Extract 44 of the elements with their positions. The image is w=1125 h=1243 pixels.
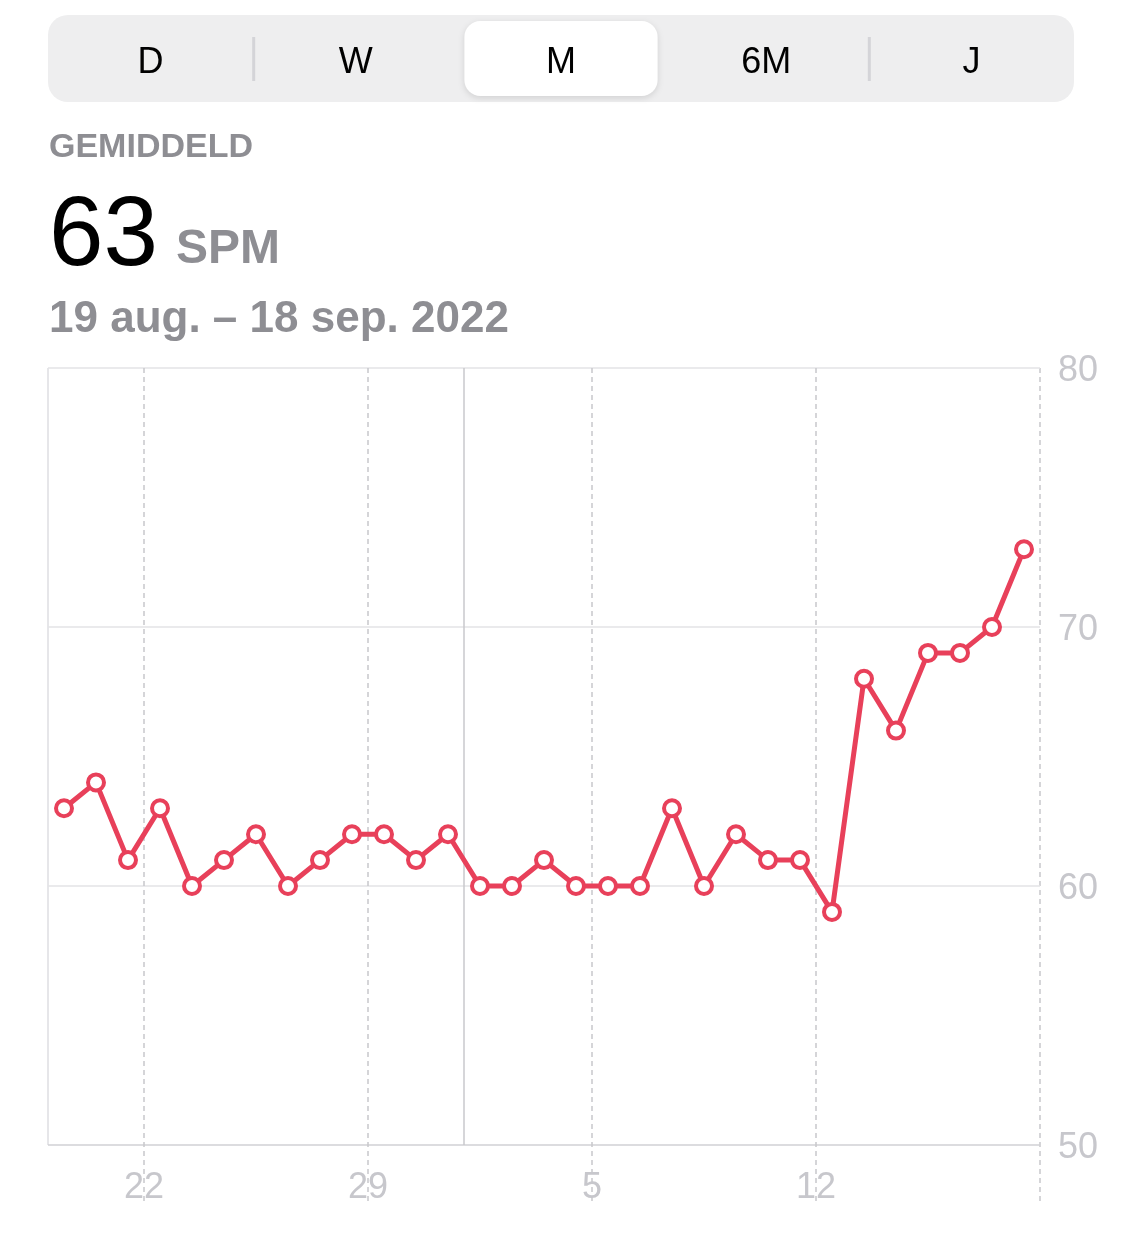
point xyxy=(150,798,170,819)
point xyxy=(662,798,682,819)
y-tick-label: 70 xyxy=(1057,606,1099,648)
y-tick-label: 80 xyxy=(1057,347,1099,389)
x-tick-label: 5 xyxy=(581,1165,603,1206)
point xyxy=(950,642,970,663)
point xyxy=(374,824,394,845)
point xyxy=(630,876,650,896)
y-tick-label: 50 xyxy=(1057,1124,1099,1166)
point xyxy=(790,850,810,871)
y-tick-label: 60 xyxy=(1057,865,1099,907)
point xyxy=(310,850,330,871)
point xyxy=(598,876,618,896)
y-axis-title: SPM xyxy=(176,220,281,273)
point xyxy=(886,720,906,741)
point xyxy=(182,876,202,896)
point xyxy=(822,901,842,922)
point xyxy=(86,772,106,793)
text: 63 xyxy=(49,176,159,286)
point xyxy=(726,824,746,845)
x-tick-label: 12 xyxy=(795,1165,837,1206)
point xyxy=(1014,539,1034,560)
x-tick-label: 29 xyxy=(347,1165,389,1206)
point xyxy=(566,876,586,896)
point xyxy=(438,824,458,845)
point xyxy=(54,798,74,819)
point xyxy=(982,617,1002,637)
chart-subtitle: 19 aug. – 18 sep. 2022 xyxy=(49,292,509,341)
point xyxy=(758,850,778,871)
point xyxy=(118,850,138,871)
point xyxy=(694,876,714,896)
point xyxy=(502,876,522,896)
point xyxy=(918,642,938,663)
point xyxy=(342,824,362,845)
point xyxy=(854,668,874,689)
x-tick-label: 22 xyxy=(123,1165,165,1206)
point xyxy=(534,850,554,871)
point xyxy=(470,876,490,896)
chart-title: GEMIDDELD xyxy=(49,126,253,164)
point xyxy=(214,850,234,871)
point xyxy=(278,876,298,896)
point xyxy=(246,824,266,845)
segmented-control: D W M 6M J xyxy=(48,15,1074,102)
point xyxy=(406,850,426,871)
